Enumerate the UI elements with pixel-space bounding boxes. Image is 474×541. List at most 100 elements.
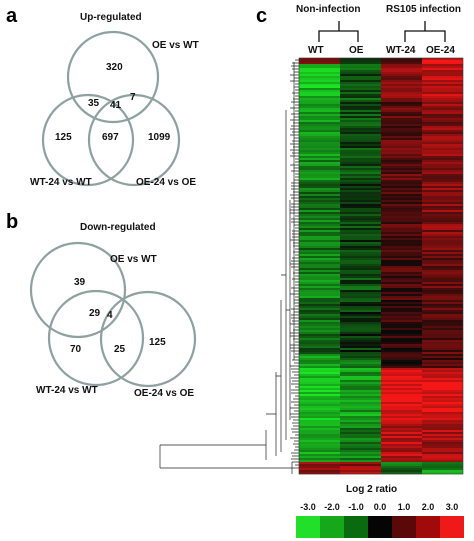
color-scale-swatch — [320, 516, 344, 538]
heatmap-cell — [422, 468, 463, 471]
heatmap-cell — [422, 106, 463, 109]
heatmap-cell — [299, 190, 340, 193]
heatmap-cell — [422, 246, 463, 249]
heatmap-cell — [381, 252, 422, 255]
heatmap-cell — [299, 152, 340, 155]
heatmap-cell — [422, 208, 463, 211]
heatmap-cell — [340, 378, 381, 381]
heatmap-cell — [340, 404, 381, 407]
heatmap-cell — [422, 178, 463, 181]
heatmap-cell — [381, 330, 422, 333]
heatmap-cell — [422, 348, 463, 351]
heatmap-cell — [422, 274, 463, 277]
heatmap-cell — [422, 272, 463, 275]
heatmap-cell — [340, 252, 381, 255]
heatmap-cell — [340, 400, 381, 403]
heatmap-cell — [381, 254, 422, 257]
heatmap-cell — [299, 406, 340, 409]
heatmap-cell — [381, 400, 422, 403]
heatmap-cell — [299, 224, 340, 227]
heatmap-cell — [381, 174, 422, 177]
heatmap-cell — [381, 150, 422, 153]
heatmap-cell — [422, 220, 463, 223]
heatmap-cell — [340, 192, 381, 195]
heatmap-cell — [381, 374, 422, 377]
heatmap-cell — [299, 438, 340, 441]
heatmap-cell — [422, 320, 463, 323]
heatmap-cell — [299, 260, 340, 263]
heatmap-cell — [299, 120, 340, 123]
heatmap-cell — [299, 388, 340, 391]
heatmap-cell — [381, 62, 422, 65]
heatmap-cell — [381, 162, 422, 165]
heatmap-cell — [340, 368, 381, 371]
heatmap-cell — [422, 400, 463, 403]
heatmap-cell — [422, 258, 463, 261]
heatmap-cell — [299, 416, 340, 419]
heatmap-cell — [299, 74, 340, 77]
heatmap-cell — [340, 286, 381, 289]
venn-a-count-left-only: 125 — [55, 132, 72, 143]
heatmap-cell — [422, 286, 463, 289]
group-label-non-infection: Non-infection — [296, 4, 360, 15]
heatmap-cell — [340, 290, 381, 293]
heatmap-cell — [340, 278, 381, 281]
heatmap-cell — [299, 214, 340, 217]
heatmap-cell — [340, 216, 381, 219]
heatmap-cell — [422, 338, 463, 341]
heatmap-cell — [340, 178, 381, 181]
heatmap-cell — [381, 272, 422, 275]
heatmap-cell — [299, 396, 340, 399]
heatmap-cell — [381, 244, 422, 247]
heatmap-cell — [422, 428, 463, 431]
heatmap-cell — [340, 304, 381, 307]
heatmap-cell — [381, 220, 422, 223]
heatmap-cell — [381, 128, 422, 131]
heatmap-cell — [381, 204, 422, 207]
heatmap-cell — [422, 174, 463, 177]
heatmap-cell — [340, 328, 381, 331]
heatmap-cell — [340, 452, 381, 455]
heatmap-cell — [381, 188, 422, 191]
heatmap-cell — [340, 284, 381, 287]
heatmap-cell — [422, 164, 463, 167]
heatmap-cell — [299, 284, 340, 287]
heatmap-cell — [422, 458, 463, 461]
heatmap-cell — [381, 344, 422, 347]
heatmap-cell — [340, 310, 381, 313]
heatmap-cell — [422, 196, 463, 199]
heatmap-cell — [381, 258, 422, 261]
heatmap-cell — [422, 58, 463, 61]
heatmap-cell — [299, 166, 340, 169]
heatmap-cell — [381, 396, 422, 399]
heatmap-cell — [422, 284, 463, 287]
heatmap-cell — [381, 300, 422, 303]
heatmap-cell — [340, 276, 381, 279]
heatmap-cell — [422, 212, 463, 215]
heatmap-cell — [299, 144, 340, 147]
heatmap-cell — [340, 104, 381, 107]
heatmap-cell — [299, 302, 340, 305]
heatmap-cell — [381, 432, 422, 435]
venn-b-count-top-only: 39 — [74, 277, 86, 288]
venn-b-count-center: 4 — [107, 310, 113, 321]
heatmap-cell — [299, 232, 340, 235]
heatmap-cell — [340, 442, 381, 445]
heatmap-cell — [381, 66, 422, 69]
heatmap-cell — [299, 246, 340, 249]
heatmap-cell — [422, 444, 463, 447]
heatmap-cell — [299, 104, 340, 107]
heatmap-cell — [381, 284, 422, 287]
heatmap-cell — [381, 340, 422, 343]
heatmap-cell — [422, 126, 463, 129]
heatmap-cell — [381, 118, 422, 121]
heatmap-cell — [299, 134, 340, 137]
venn-a-count-top-right: 7 — [130, 92, 136, 103]
heatmap-cell — [422, 168, 463, 171]
heatmap-cell — [381, 372, 422, 375]
heatmap-cell — [422, 296, 463, 299]
heatmap-cell — [340, 320, 381, 323]
color-scale-tick-label: 0.0 — [374, 502, 387, 512]
heatmap-cell — [299, 90, 340, 93]
heatmap-cell — [299, 280, 340, 283]
